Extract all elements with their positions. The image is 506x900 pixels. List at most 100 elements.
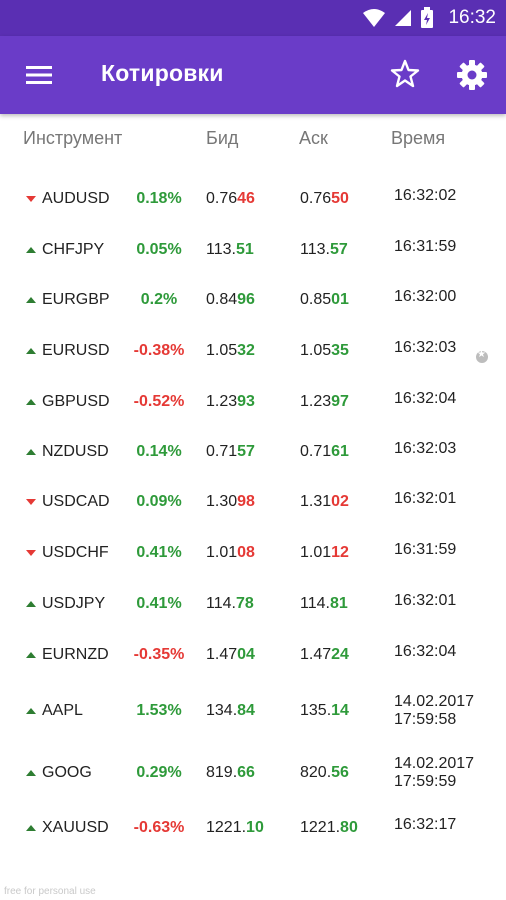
bid-price-pips: 32 (237, 342, 255, 359)
bid-price-prefix: 1.23 (206, 393, 238, 410)
quote-symbol: USDCHF (42, 544, 109, 561)
column-header-time[interactable]: Время (391, 128, 446, 148)
quote-symbol: NZDUSD (42, 443, 109, 460)
quote-bid: 1.0108 (206, 544, 255, 562)
bid-price-prefix: 1.05 (206, 342, 238, 359)
quote-ask: 1.3102 (300, 493, 349, 511)
arrow-up-icon (26, 449, 36, 455)
star-outline-icon (390, 59, 420, 88)
quote-row[interactable]: NZDUSD 0.14% 0.7157 0.7161 16:32:03 (0, 430, 506, 474)
quote-row[interactable]: EURNZD -0.35% 1.4704 1.4724 16:32:04 (0, 633, 506, 677)
arrow-up-icon (26, 708, 36, 714)
bid-price-prefix: 1.47 (206, 646, 238, 663)
quote-row[interactable]: CHFJPY 0.05% 113.51 113.57 16:31:59 (0, 228, 506, 272)
quote-row[interactable]: EURUSD -0.38% 1.0532 1.0535 16:32:03 (0, 329, 506, 373)
favorites-button[interactable] (388, 57, 422, 91)
bid-price-prefix: 1.30 (206, 493, 238, 510)
quote-symbol: AAPL (42, 702, 83, 719)
quote-time: 16:32:00 (394, 288, 457, 305)
arrow-up-icon (26, 825, 36, 831)
ask-price-pips: 97 (331, 393, 349, 410)
quote-change-percent: -0.38% (133, 342, 185, 359)
arrow-up-icon (26, 247, 36, 253)
quote-bid: 0.7646 (206, 190, 255, 208)
column-header-bid[interactable]: Бид (206, 128, 239, 148)
ask-price-prefix: 0.71 (300, 443, 332, 460)
quote-symbol: XAUUSD (42, 819, 109, 836)
bid-price-pips: 78 (235, 595, 254, 612)
bid-price-prefix: 134. (206, 702, 238, 719)
quote-bid: 114.78 (206, 595, 254, 613)
quote-bid: 134.84 (206, 702, 255, 720)
quote-ask: 135.14 (300, 702, 349, 720)
quote-ask: 1.0112 (300, 544, 349, 562)
hamburger-menu-icon (26, 66, 52, 84)
quote-time: 16:31:59 (394, 541, 457, 558)
quote-time: 16:32:03 (394, 440, 457, 457)
quote-row[interactable]: AAPL 1.53% 134.84 135.14 14.02.2017 17:59:58 (0, 689, 506, 733)
bid-price-prefix: 113. (206, 241, 236, 258)
quote-symbol: EURGBP (42, 291, 110, 308)
quote-time: 17:59:59 (394, 773, 457, 790)
quote-change-percent: 0.14% (136, 443, 182, 460)
status-bar: 16:32 (0, 0, 506, 36)
ask-price-prefix: 1.05 (300, 342, 332, 359)
arrow-down-icon (26, 196, 36, 202)
quote-row[interactable]: AUDUSD 0.18% 0.7646 0.7650 16:32:02 (0, 177, 506, 221)
quote-date: 14.02.2017 (394, 693, 475, 710)
page-title: Котировки (101, 60, 224, 86)
menu-button[interactable] (22, 58, 56, 92)
quote-change-percent: -0.52% (133, 393, 185, 410)
quote-change-percent: 0.18% (136, 190, 182, 207)
quote-symbol: GOOG (42, 764, 92, 781)
quote-symbol: AUDUSD (42, 190, 110, 207)
bid-price-pips: 04 (237, 646, 255, 663)
wifi-icon (363, 9, 386, 27)
column-header-ask[interactable]: Аск (299, 128, 328, 148)
status-icons: 16:32 (362, 0, 496, 36)
arrow-down-icon (26, 550, 36, 556)
favorite-toggle-icon[interactable] (476, 349, 488, 363)
ask-price-prefix: 1221. (300, 819, 341, 836)
quote-change-percent: 0.05% (136, 241, 182, 258)
quote-symbol: EURUSD (42, 342, 110, 359)
ask-price-prefix: 1.47 (300, 646, 332, 663)
column-header-instrument[interactable]: Инструмент (23, 128, 123, 148)
quote-bid: 1.3098 (206, 493, 255, 511)
bid-price-pips: 57 (237, 443, 255, 460)
bid-price-pips: 46 (237, 190, 255, 207)
quote-ask: 1.0535 (300, 342, 349, 360)
quote-ask: 1.4724 (300, 646, 349, 664)
ask-price-pips: 14 (331, 702, 349, 719)
ask-price-pips: 81 (329, 595, 348, 612)
quote-symbol: USDJPY (42, 595, 106, 612)
gear-icon (457, 60, 487, 90)
bid-price-prefix: 114. (206, 595, 236, 612)
ask-price-pips: 57 (329, 241, 348, 258)
ask-price-prefix: 1.23 (300, 393, 332, 410)
quote-change-percent: -0.63% (133, 819, 185, 836)
quote-time: 16:32:04 (394, 643, 457, 660)
quote-change-percent: 0.09% (136, 493, 182, 510)
arrow-down-icon (26, 499, 36, 505)
ask-price-pips: 56 (331, 764, 349, 781)
quote-row[interactable]: GOOG 0.29% 819.66 820.56 14.02.2017 17:59:59 (0, 751, 506, 795)
quote-ask: 0.8501 (300, 291, 349, 309)
arrow-up-icon (26, 297, 36, 303)
quote-row[interactable]: USDCAD 0.09% 1.3098 1.3102 16:32:01 (0, 480, 506, 524)
signal-icon (395, 10, 412, 26)
ask-price-prefix: 820. (300, 764, 332, 781)
quote-change-percent: 0.29% (136, 764, 182, 781)
quote-row[interactable]: XAUUSD -0.63% 1221.10 1221.80 16:32:17 (0, 806, 506, 850)
watermark: free for personal use (4, 886, 96, 897)
ask-price-pips: 80 (340, 819, 358, 836)
settings-button[interactable] (454, 57, 490, 93)
quote-row[interactable]: USDJPY 0.41% 114.78 114.81 16:32:01 (0, 582, 506, 626)
quote-row[interactable]: EURGBP 0.2% 0.8496 0.8501 16:32:00 (0, 278, 506, 322)
quote-time: 16:32:17 (394, 816, 457, 833)
quote-row[interactable]: USDCHF 0.41% 1.0108 1.0112 16:31:59 (0, 531, 506, 575)
bid-price-pips: 51 (235, 241, 254, 258)
quote-row[interactable]: GBPUSD -0.52% 1.2393 1.2397 16:32:04 (0, 380, 506, 424)
quote-change-percent: 1.53% (136, 702, 182, 719)
bid-price-pips: 08 (237, 544, 255, 561)
